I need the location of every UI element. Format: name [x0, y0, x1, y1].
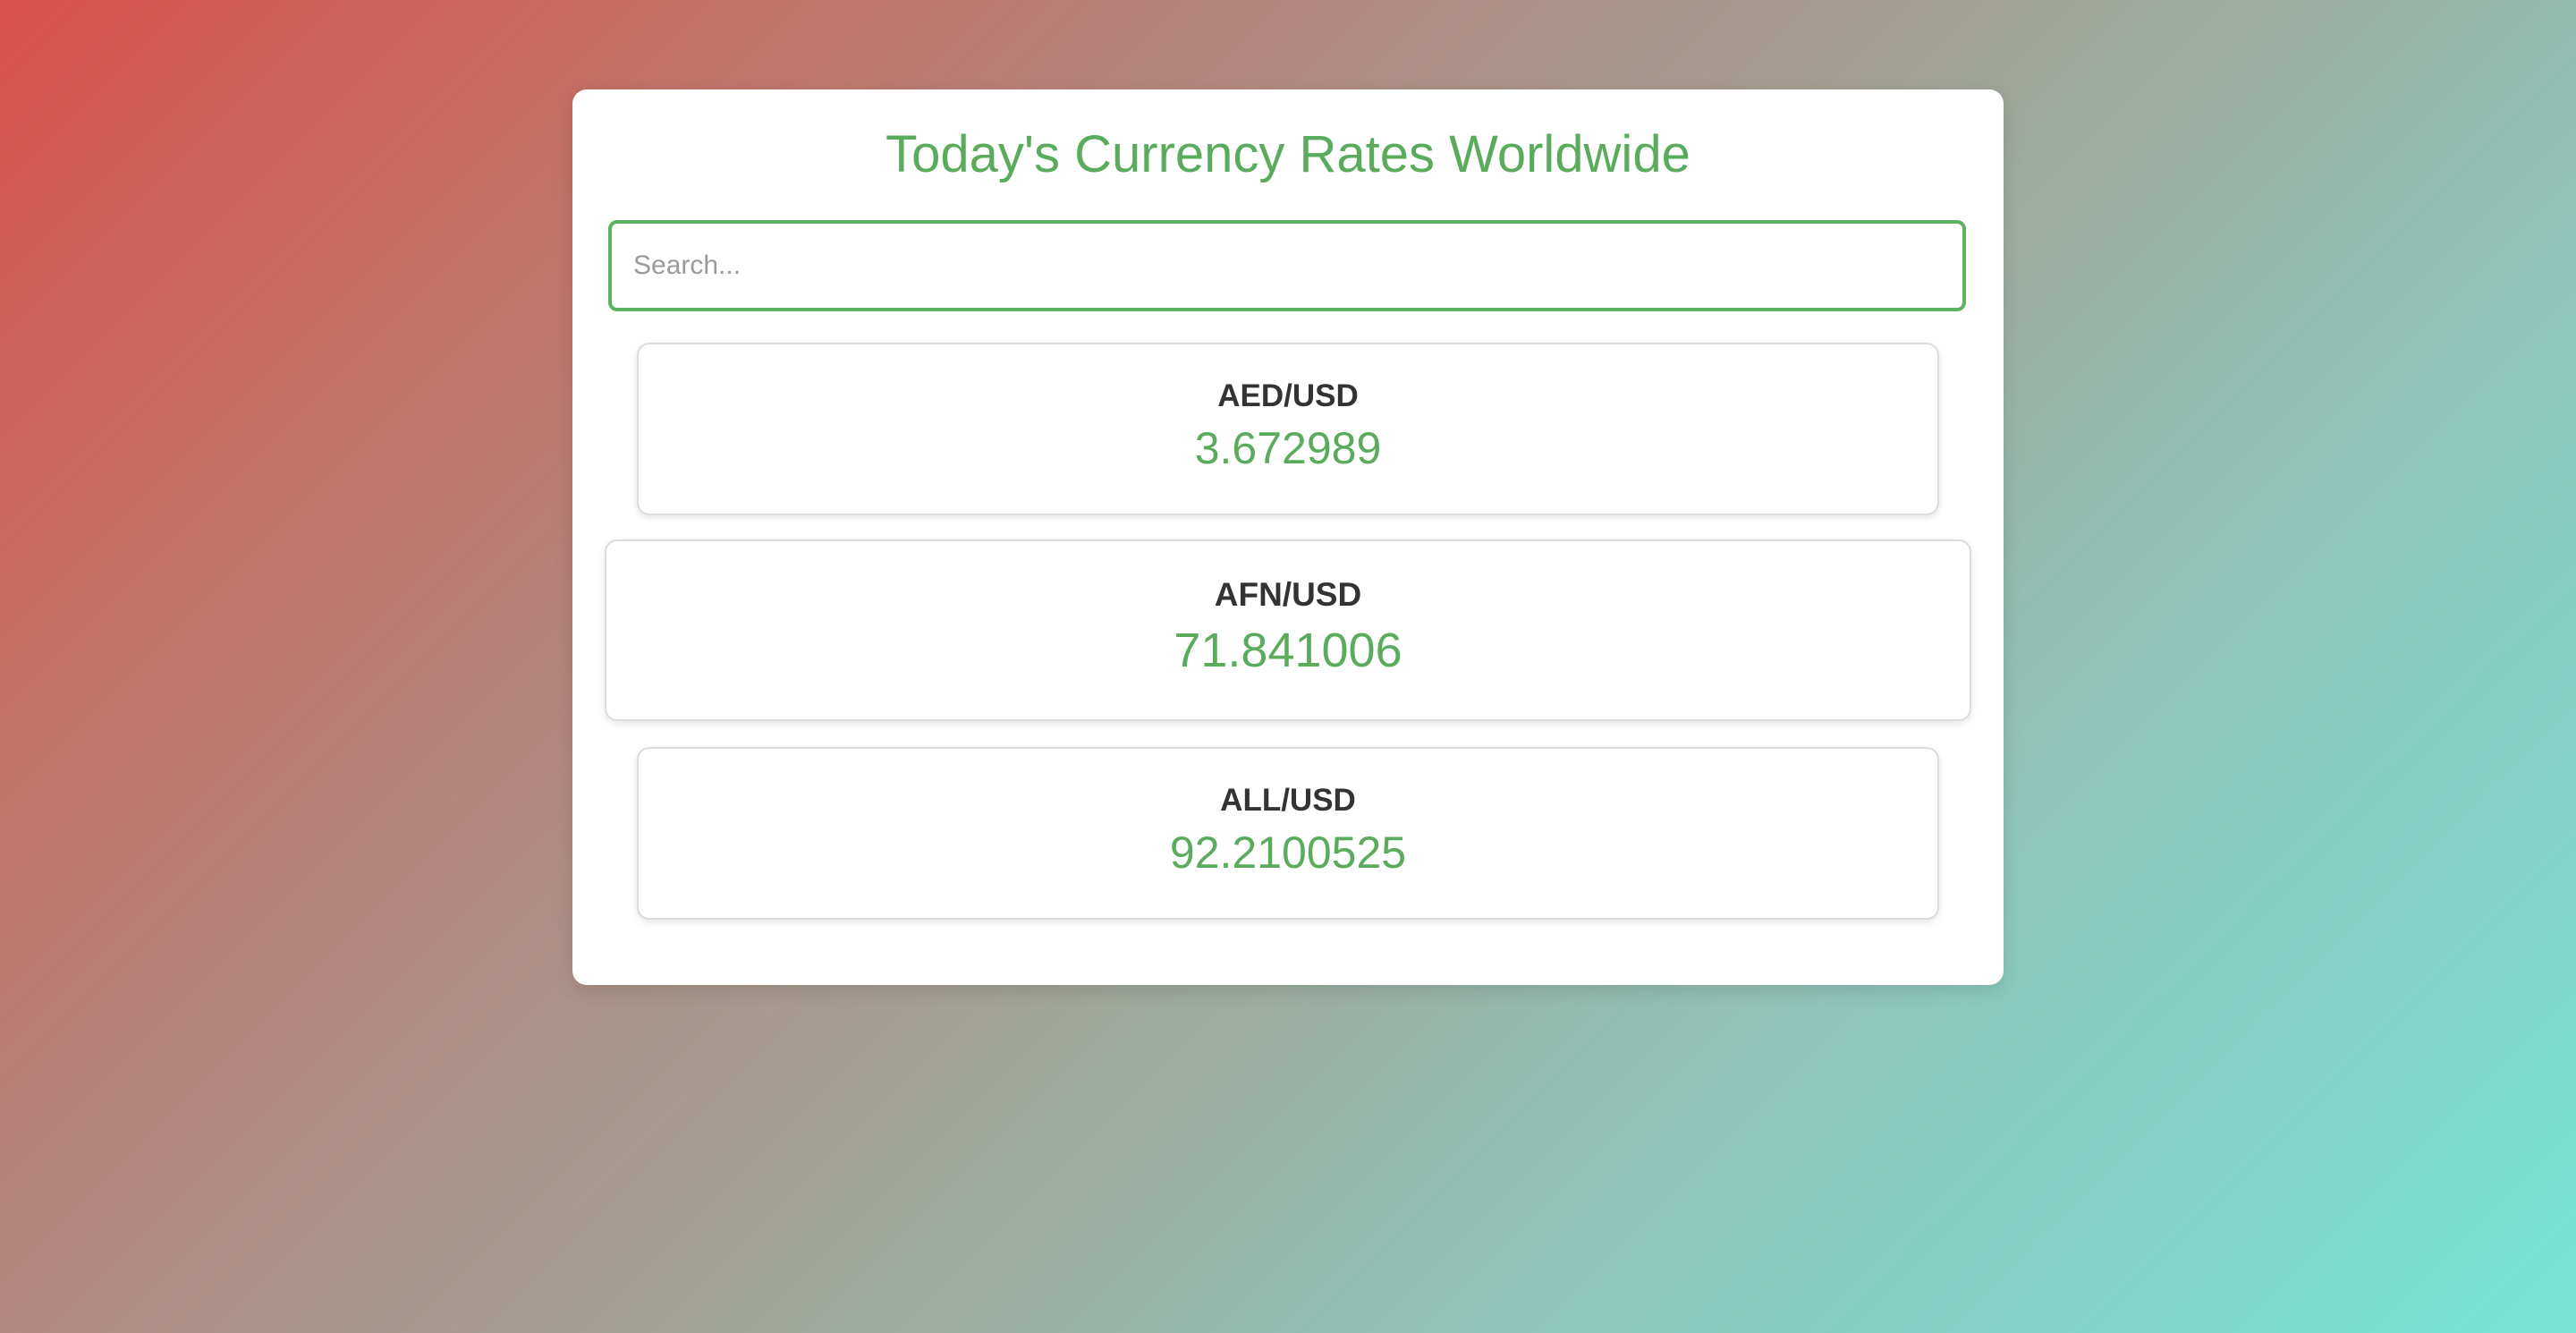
rate-card-aed-usd[interactable]: AED/USD 3.672989	[637, 343, 1939, 515]
currency-rate-value: 3.672989	[1194, 423, 1382, 473]
currency-pair-label: AFN/USD	[1214, 576, 1362, 613]
currency-pair-label: AED/USD	[1217, 378, 1359, 413]
currency-pair-label: ALL/USD	[1220, 783, 1356, 818]
rate-card-all-usd[interactable]: ALL/USD 92.2100525	[637, 747, 1939, 920]
currency-rate-value: 92.2100525	[1169, 828, 1407, 878]
search-input[interactable]	[608, 220, 1966, 311]
currency-rate-value: 71.841006	[1174, 624, 1402, 677]
currency-rates-card: Today's Currency Rates Worldwide AED/USD…	[572, 89, 2004, 985]
page-title: Today's Currency Rates Worldwide	[886, 125, 1690, 183]
rate-card-afn-usd[interactable]: AFN/USD 71.841006	[605, 539, 1971, 721]
